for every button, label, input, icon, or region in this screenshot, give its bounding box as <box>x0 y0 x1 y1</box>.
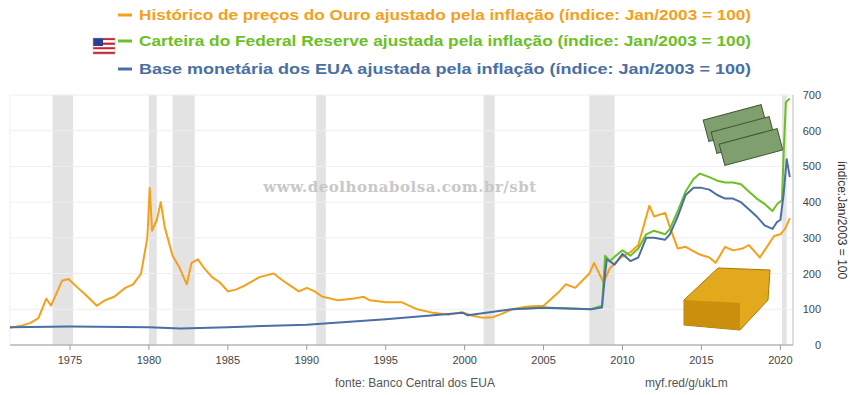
x-tick <box>543 345 544 350</box>
x-tick-label: 1980 <box>137 354 161 366</box>
grid-line <box>10 95 793 96</box>
x-tick-label: 1990 <box>295 354 319 366</box>
y-tick-label: 600 <box>803 125 821 137</box>
y-tick-label: 400 <box>803 196 821 208</box>
x-tick <box>701 345 702 350</box>
legend-label: Carteira do Federal Reserve ajustada pel… <box>139 32 751 49</box>
watermark: www.deolhonabolsa.com.br/sbt <box>262 178 536 196</box>
x-tick-label: 2020 <box>768 354 792 366</box>
series-line <box>512 99 790 310</box>
chart: 0 100 200 300 400 500 600 700 1975 1980 1985 1990 19… <box>0 0 850 395</box>
series-line <box>10 188 790 328</box>
grid-line <box>10 166 793 167</box>
x-axis-line <box>10 345 793 346</box>
gold-bar-icon <box>684 268 770 330</box>
grid-line <box>10 202 793 203</box>
grid-line <box>10 345 793 346</box>
legend-label: Base monetária dos EUA ajustada pela inf… <box>139 60 751 77</box>
grid-line <box>10 309 793 310</box>
y-axis-label: índice:Jan/2003 = 100 <box>835 161 849 280</box>
x-tick-label: 2005 <box>531 354 555 366</box>
shaded-period <box>149 95 157 345</box>
x-tick-label: 1985 <box>216 354 240 366</box>
shaded-period <box>173 95 195 345</box>
decoration <box>684 105 783 330</box>
y-tick-label: 300 <box>803 232 821 244</box>
y-tick-label: 500 <box>803 160 821 172</box>
money-icon <box>719 129 783 166</box>
x-tick <box>622 345 623 350</box>
series-line <box>10 159 790 328</box>
grid-line <box>10 130 793 131</box>
x-tick-label: 2015 <box>689 354 713 366</box>
x-tick <box>385 345 386 350</box>
x-tick <box>148 345 149 350</box>
y-axis-line <box>793 95 794 345</box>
x-tick <box>780 345 781 350</box>
y-tick-label: 700 <box>803 89 821 101</box>
gold-bar-icon <box>684 300 740 330</box>
source: fonte: Banco Central dos EUA <box>335 376 495 390</box>
x-tick-label: 2010 <box>610 354 634 366</box>
x-tick-label: 2000 <box>452 354 476 366</box>
lines <box>10 99 790 329</box>
shaded-period <box>316 95 325 345</box>
link: myf.red/g/ukLm <box>645 376 728 390</box>
y-tick-label: 100 <box>803 303 821 315</box>
y-tick-label: 0 <box>815 339 821 351</box>
y-tick-label: 200 <box>803 268 821 280</box>
frame-line <box>10 95 11 345</box>
x-tick <box>227 345 228 350</box>
legend-marker <box>118 68 132 71</box>
grid-line <box>10 237 793 238</box>
legend-marker <box>118 40 132 43</box>
x-tick-label: 1995 <box>373 354 397 366</box>
x-tick-label: 1975 <box>58 354 82 366</box>
shaded-period <box>53 95 74 345</box>
legend-marker <box>118 14 132 17</box>
chart-root: 0 100 200 300 400 500 600 700 1975 1980 1985 1990 19… <box>0 0 850 395</box>
legend-label: Histórico de preços do Ouro ajustado pel… <box>139 6 751 23</box>
grid-line <box>10 273 793 274</box>
shaded-period <box>484 95 495 345</box>
flag-icon <box>93 38 115 54</box>
x-tick <box>69 345 70 350</box>
x-tick <box>464 345 465 350</box>
x-tick <box>306 345 307 350</box>
